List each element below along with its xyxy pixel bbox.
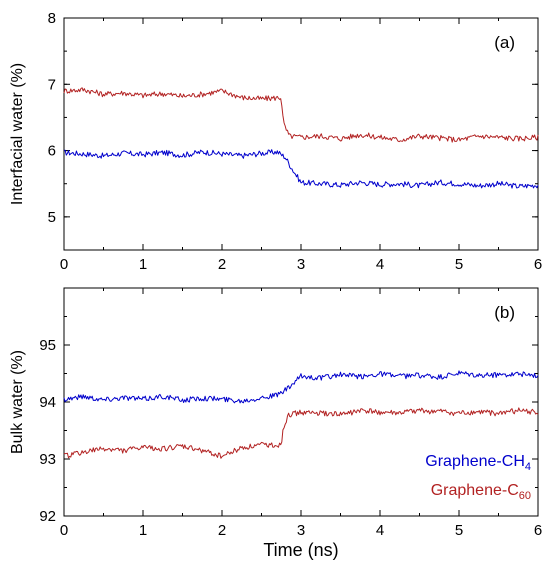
panel-b-xtick-label: 3 [297,522,305,539]
panel-a-xtick-label: 0 [60,256,68,273]
x-axis-title: Time (ns) [263,540,338,560]
panel-a-xtick-label: 6 [534,256,542,273]
legend-ch4-sub: 4 [525,461,531,473]
panel-b-ytick-label: 94 [39,394,56,411]
panel-b-xtick-label: 6 [534,522,542,539]
panel-b: 0 1 2 3 4 5 6 92 93 94 95 (b) Bulk water (%) Time … [9,287,542,560]
panel-a-xtick-label: 5 [455,256,463,273]
panel-a-ylabel: Interfacial water (%) [9,63,26,205]
panel-a-series [63,87,539,189]
panel-a-ticks: 0 1 2 3 4 5 6 5 6 7 8 [48,10,543,273]
panel-a-label: (a) [494,33,515,52]
panel-b-xtick-label: 2 [218,522,226,539]
panel-a-series-line-0 [63,149,539,189]
legend-entry-graphene-ch4: Graphene-CH4 [425,453,531,473]
panel-b-series-line-1 [63,407,539,459]
panel-a-frame [63,17,539,251]
panel-a-ytick-label: 8 [48,10,56,27]
panel-b-ytick-label: 95 [39,337,56,354]
legend-c60-sub: 60 [519,490,531,502]
panel-b-ytick-label: 93 [39,451,56,468]
panel-a-ytick-label: 5 [48,209,56,226]
panel-a-ytick-label: 6 [48,143,56,160]
legend-entry-graphene-c60: Graphene-C60 [431,482,531,502]
panel-b-label: (b) [494,303,515,322]
panel-b-series-line-0 [63,370,539,404]
panel-b-series [63,370,539,459]
panel-b-xtick-label: 4 [376,522,384,539]
panel-a-xtick-label: 4 [376,256,384,273]
panel-b-xtick-label: 1 [139,522,147,539]
panel-a-xtick-label: 2 [218,256,226,273]
panel-a-ytick-label: 7 [48,76,56,93]
panel-a: 0 1 2 3 4 5 6 5 6 7 8 (a) Interfacial water (%) [9,10,542,273]
panel-a-xtick-label: 1 [139,256,147,273]
panel-b-xtick-label: 0 [60,522,68,539]
legend: Graphene-CH4 Graphene-C60 [425,453,531,502]
panel-b-ylabel: Bulk water (%) [9,350,26,454]
legend-ch4-name: Graphene-CH [425,453,525,470]
panel-a-series-line-1 [63,87,539,143]
legend-c60-name: Graphene-C [431,482,519,499]
panel-b-ytick-label: 92 [39,508,56,525]
panel-a-xtick-label: 3 [297,256,305,273]
panel-b-ticks: 0 1 2 3 4 5 6 92 93 94 95 [39,287,542,539]
panel-b-xtick-label: 5 [455,522,463,539]
